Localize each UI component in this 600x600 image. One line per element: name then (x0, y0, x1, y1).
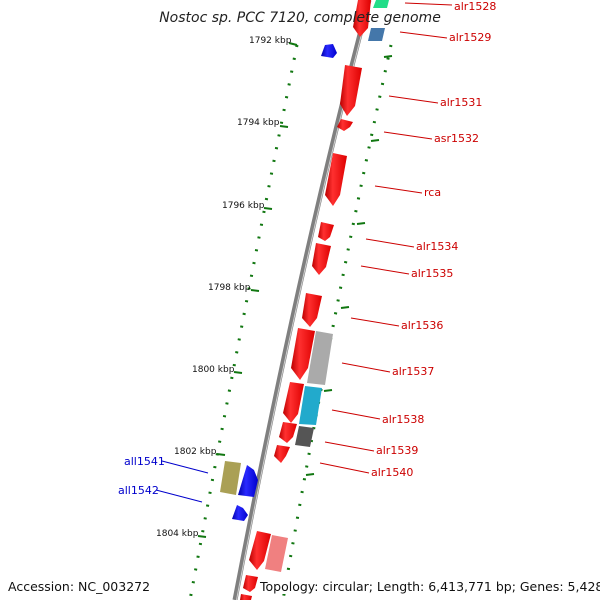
ruler-tick-label: 1798 kbp (208, 283, 251, 293)
ruler-tick-mark (263, 207, 273, 210)
forward-genes[interactable] (240, 0, 389, 600)
feature-light-red-block (265, 535, 288, 572)
feature-green-block (373, 0, 389, 8)
gene-label-all1541: all1541 (124, 455, 165, 468)
ruler-outer-ticks (305, 55, 393, 476)
gene-label-all1542: all1542 (118, 484, 159, 497)
ruler-tick-label: 1796 kbp (222, 201, 265, 211)
gene-arrow-alr1540 (274, 445, 290, 463)
gene-label-asr1532: asr1532 (434, 132, 479, 145)
feature-cyan-block (299, 386, 322, 425)
ruler-tick-label: 1804 kbp (156, 529, 199, 539)
ruler-tick-mark (288, 42, 298, 46)
gene-arrow-asr1532 (337, 119, 353, 131)
genome-title: Nostoc sp. PCC 7120, complete genome (159, 10, 441, 26)
gene-arrow-reverse-top (321, 44, 337, 58)
gene-label-alr1540: alr1540 (371, 466, 413, 479)
gene-arrow-alr1537 (291, 328, 315, 380)
feature-steel-blue-block (368, 28, 385, 41)
reverse-leader-lines (155, 460, 209, 503)
feature-grey-block (307, 331, 333, 385)
ruler-ticks: 1792 kbp 1794 kbp 1796 kbp 1798 kbp 1800… (156, 36, 298, 539)
gene-label-alr1535: alr1535 (411, 267, 453, 280)
gene-arrow-rca (325, 153, 347, 206)
gene-label-rca: rca (424, 186, 441, 199)
ruler-tick-mark (216, 453, 226, 456)
gene-arrow-alr1539 (279, 422, 297, 443)
gene-arrow-alr1531 (340, 65, 362, 116)
reverse-genes[interactable] (220, 44, 337, 521)
gene-arrow-lower-3 (240, 594, 252, 600)
reverse-gene-labels[interactable]: all1541 all1542 (118, 455, 165, 497)
gene-label-alr1531: alr1531 (440, 96, 482, 109)
ruler-outer (281, 44, 393, 600)
gene-arrow-alr1535 (312, 243, 331, 275)
topology-label: Topology: circular; Length: 6,413,771 bp… (260, 579, 600, 594)
ruler-tick-mark (279, 125, 289, 128)
gene-arrow-alr1528 (353, 0, 371, 37)
gene-label-alr1537: alr1537 (392, 365, 434, 378)
ruler-tick-mark (197, 535, 207, 538)
ruler-tick-label: 1800 kbp (192, 365, 235, 375)
gene-label-alr1539: alr1539 (376, 444, 418, 457)
ruler-tick-mark (233, 371, 243, 374)
gene-label-alr1528: alr1528 (454, 0, 496, 13)
gene-arrow-all1541 (238, 465, 258, 497)
ruler-tick-label: 1802 kbp (174, 447, 217, 457)
gene-label-alr1538: alr1538 (382, 413, 424, 426)
gene-arrow-lower-2 (243, 575, 258, 592)
feature-olive-block (220, 461, 241, 495)
gene-arrow-lower-1 (249, 531, 271, 570)
ruler-tick-label: 1794 kbp (237, 118, 280, 128)
accession-label: Accession: NC_003272 (8, 579, 151, 594)
gene-label-alr1529: alr1529 (449, 31, 491, 44)
forward-leader-lines (319, 2, 453, 474)
ruler-tick-label: 1792 kbp (249, 36, 292, 46)
gene-arrow-alr1534 (318, 222, 334, 241)
gene-label-alr1534: alr1534 (416, 240, 458, 253)
gene-arrow-all1542 (232, 505, 248, 521)
gene-label-alr1536: alr1536 (401, 319, 443, 332)
feature-dark-grey-block (295, 426, 314, 447)
gene-arrow-alr1536 (302, 293, 322, 327)
gene-arrow-alr1538 (283, 382, 304, 423)
forward-gene-labels[interactable]: alr1528 alr1529 alr1531 asr1532 rca alr1… (371, 0, 496, 479)
ruler-tick-mark (250, 289, 260, 292)
ruler-inner (188, 44, 299, 600)
